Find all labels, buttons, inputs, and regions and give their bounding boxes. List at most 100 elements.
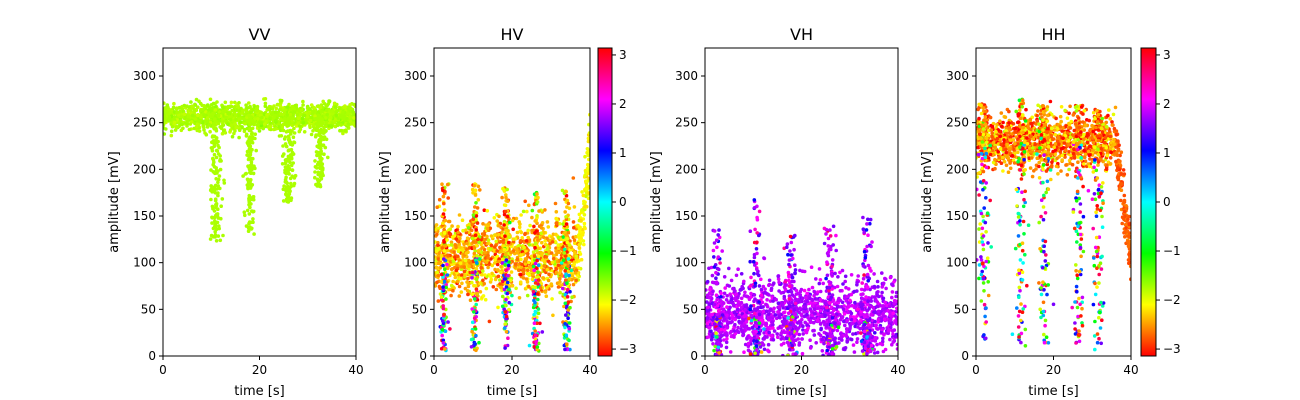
data-point	[329, 115, 333, 120]
data-point	[286, 138, 291, 142]
data-point	[313, 159, 317, 163]
data-point	[438, 265, 443, 270]
data-point	[237, 101, 241, 105]
data-point	[269, 127, 273, 132]
data-point	[563, 269, 567, 273]
data-point	[499, 270, 503, 275]
data-point	[772, 329, 777, 333]
data-point	[211, 158, 216, 162]
data-point	[289, 196, 294, 200]
data-point	[565, 205, 569, 209]
data-point	[880, 290, 884, 295]
data-point	[808, 307, 812, 311]
data-point	[485, 234, 489, 239]
data-point	[434, 249, 439, 253]
data-point	[341, 131, 345, 136]
data-point	[437, 251, 441, 256]
data-point	[585, 187, 589, 192]
data-point	[271, 116, 276, 120]
data-point	[318, 184, 323, 189]
data-point	[269, 112, 274, 116]
data-point	[493, 252, 498, 257]
data-point	[532, 321, 537, 326]
data-point	[884, 286, 888, 291]
data-point	[249, 132, 254, 136]
data-point	[255, 123, 260, 127]
data-point	[286, 134, 291, 139]
data-point	[532, 268, 536, 273]
data-point	[537, 246, 541, 251]
data-point	[523, 199, 527, 204]
data-point	[440, 333, 445, 338]
data-point	[292, 181, 297, 186]
data-point	[572, 238, 577, 243]
data-point	[470, 280, 474, 285]
data-point	[515, 257, 520, 262]
data-point	[566, 316, 570, 321]
data-point	[343, 128, 348, 133]
data-point	[440, 327, 445, 332]
data-point	[443, 329, 448, 334]
data-point	[830, 287, 834, 291]
data-point	[470, 276, 474, 280]
data-point	[844, 285, 848, 290]
data-point	[244, 103, 248, 107]
data-point	[808, 338, 812, 343]
data-point	[285, 112, 289, 117]
data-point	[883, 347, 888, 352]
data-point	[213, 223, 218, 228]
data-point	[535, 345, 540, 349]
data-point	[251, 209, 256, 214]
data-point	[442, 279, 447, 284]
y-tick-label: 0	[419, 349, 427, 363]
data-point	[284, 175, 288, 180]
data-point	[259, 121, 264, 125]
data-point	[739, 324, 744, 329]
data-point	[270, 107, 275, 111]
data-point	[492, 248, 496, 253]
data-point	[474, 260, 479, 265]
data-point	[708, 325, 712, 330]
data-point	[465, 280, 469, 284]
data-point	[542, 268, 547, 273]
data-point	[810, 304, 815, 308]
data-point	[325, 112, 330, 117]
data-point	[299, 108, 304, 113]
colorbar-tick-label: −1	[619, 244, 637, 258]
data-point	[510, 284, 515, 288]
data-point	[490, 263, 495, 268]
data-point	[220, 197, 225, 201]
data-point	[322, 125, 326, 130]
data-point	[560, 188, 565, 193]
data-point	[775, 332, 779, 336]
data-point	[851, 332, 855, 336]
data-point	[228, 128, 233, 132]
data-point	[505, 214, 510, 219]
data-point	[312, 106, 317, 110]
data-point	[247, 212, 252, 216]
data-point	[465, 241, 469, 246]
data-point	[483, 250, 487, 255]
data-point	[507, 287, 511, 292]
data-point	[445, 273, 450, 277]
data-point	[236, 104, 240, 108]
data-point	[498, 278, 502, 282]
data-point	[445, 262, 449, 267]
data-point	[509, 270, 514, 274]
data-point	[333, 117, 338, 122]
data-point	[309, 115, 314, 120]
y-tick-label: 300	[133, 69, 156, 83]
data-point	[843, 274, 848, 279]
data-point	[722, 275, 727, 279]
data-point	[762, 331, 766, 335]
data-point	[777, 305, 782, 309]
data-point	[287, 186, 292, 190]
data-point	[728, 350, 733, 354]
data-point	[730, 319, 734, 324]
data-point	[470, 329, 474, 334]
data-point	[316, 182, 320, 186]
data-point	[558, 266, 563, 270]
data-point	[715, 297, 719, 302]
data-point	[489, 257, 493, 261]
colorbar-tick-label: −2	[619, 293, 637, 307]
